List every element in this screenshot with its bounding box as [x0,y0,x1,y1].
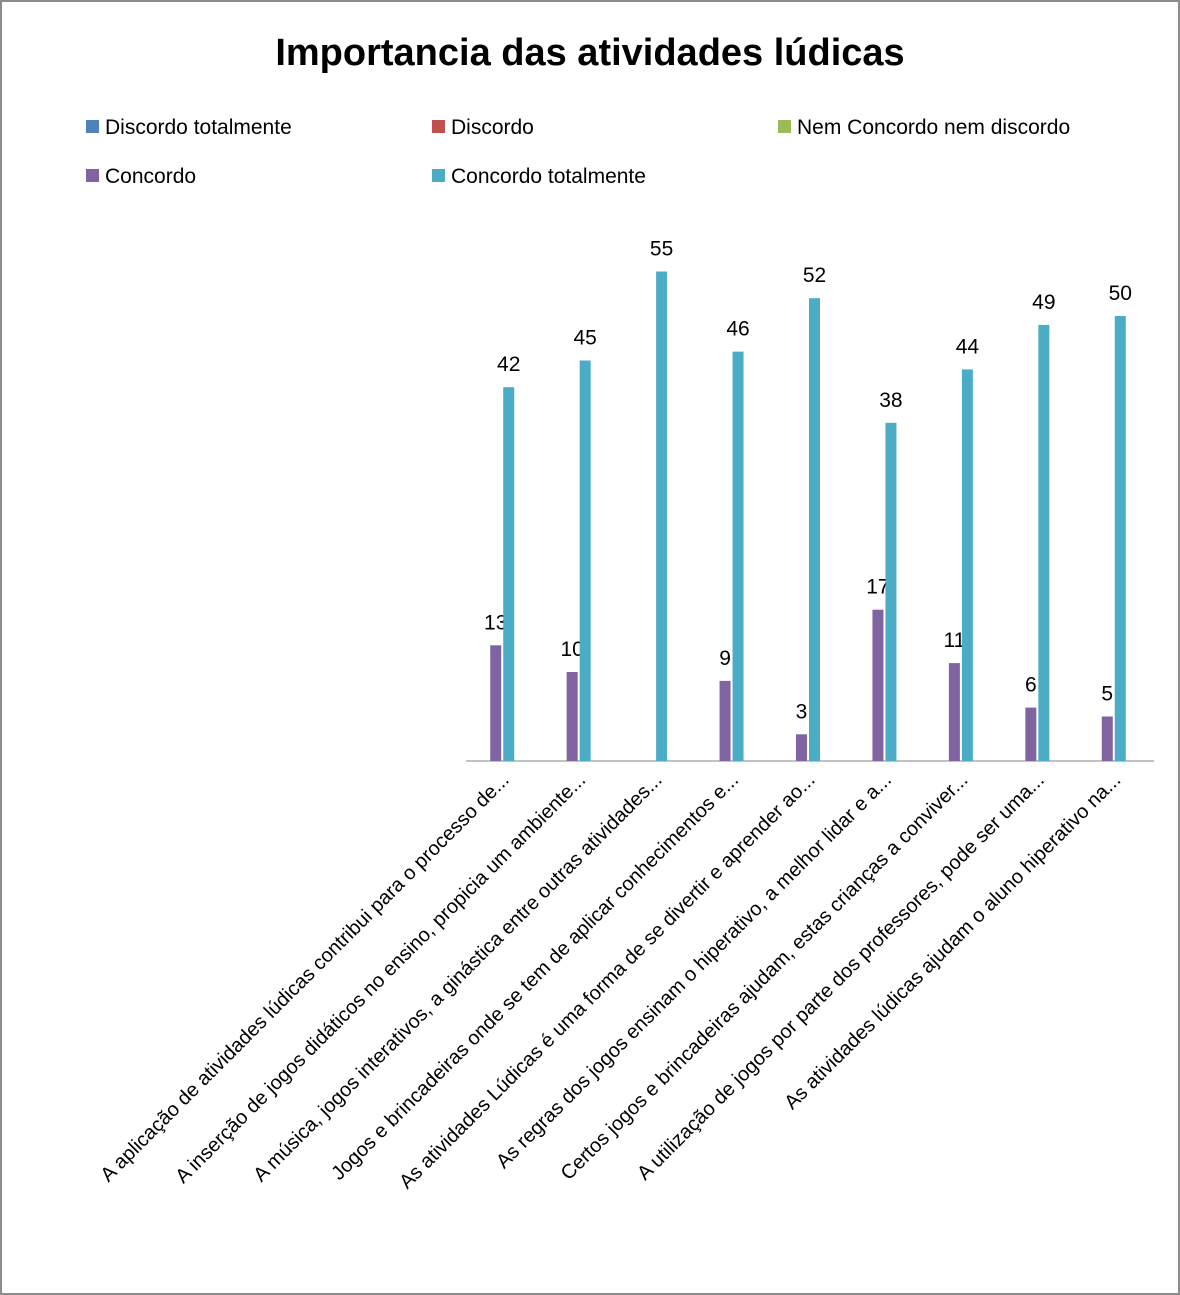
legend-swatch [778,120,791,133]
bar-concordo [1025,707,1037,761]
data-label: 44 [956,335,980,358]
legend-swatch [432,169,445,182]
data-label: 13 [484,611,507,634]
bar-concordo [566,672,578,761]
bar-concordo-totalmente [503,387,515,761]
bar-concordo-totalmente [809,298,820,761]
bar-concordo-totalmente [732,351,744,761]
legend-label: Discordo totalmente [105,116,292,139]
legend-swatch [86,120,99,133]
data-label: 11 [943,629,965,652]
legend-label: Discordo [451,116,534,139]
bar-concordo [796,734,807,761]
bar-concordo [872,609,884,761]
bar-concordo-totalmente [885,422,897,761]
legend-swatch [432,120,445,133]
data-label: 45 [573,327,596,350]
bar-concordo-totalmente [656,271,668,761]
legend-item-concordo-totalmente: Concordo totalmente [432,165,646,189]
data-label: 50 [1109,282,1132,305]
data-label: 3 [796,700,808,723]
legend-swatch [86,169,99,182]
legend-item-concordo: Concordo [86,165,196,189]
data-label: 5 [1101,683,1113,706]
bar-concordo [948,663,960,761]
bar-concordo [490,645,502,761]
legend-label: Concordo [105,165,197,188]
data-label: 10 [560,638,583,661]
data-label: 52 [803,264,826,287]
data-label: 38 [879,389,902,412]
legend-item-nem-concordo-nem-discordo: Nem Concordo nem discordo [778,116,1070,140]
legend-item-discordo-totalmente: Discordo totalmente [86,116,292,140]
data-label: 6 [1025,674,1037,697]
legend-item-discordo: Discordo [432,116,534,140]
data-label: 42 [497,353,520,376]
bar-concordo-totalmente [579,360,591,761]
legend-label: Concordo totalmente [451,165,646,188]
data-label: 49 [1032,291,1055,314]
bar-concordo-totalmente [961,369,973,761]
data-label: 55 [650,238,673,261]
legend-label: Nem Concordo nem discordo [797,116,1071,139]
data-label: 17 [866,576,889,599]
chart-title: Importancia das atividades lúdicas [275,32,905,74]
bar-concordo-totalmente [1038,324,1050,761]
data-label: 9 [719,647,731,670]
bar-concordo-totalmente [1114,316,1126,761]
bar-concordo [719,680,731,761]
bar-concordo [1101,716,1113,761]
data-label: 46 [726,318,749,341]
